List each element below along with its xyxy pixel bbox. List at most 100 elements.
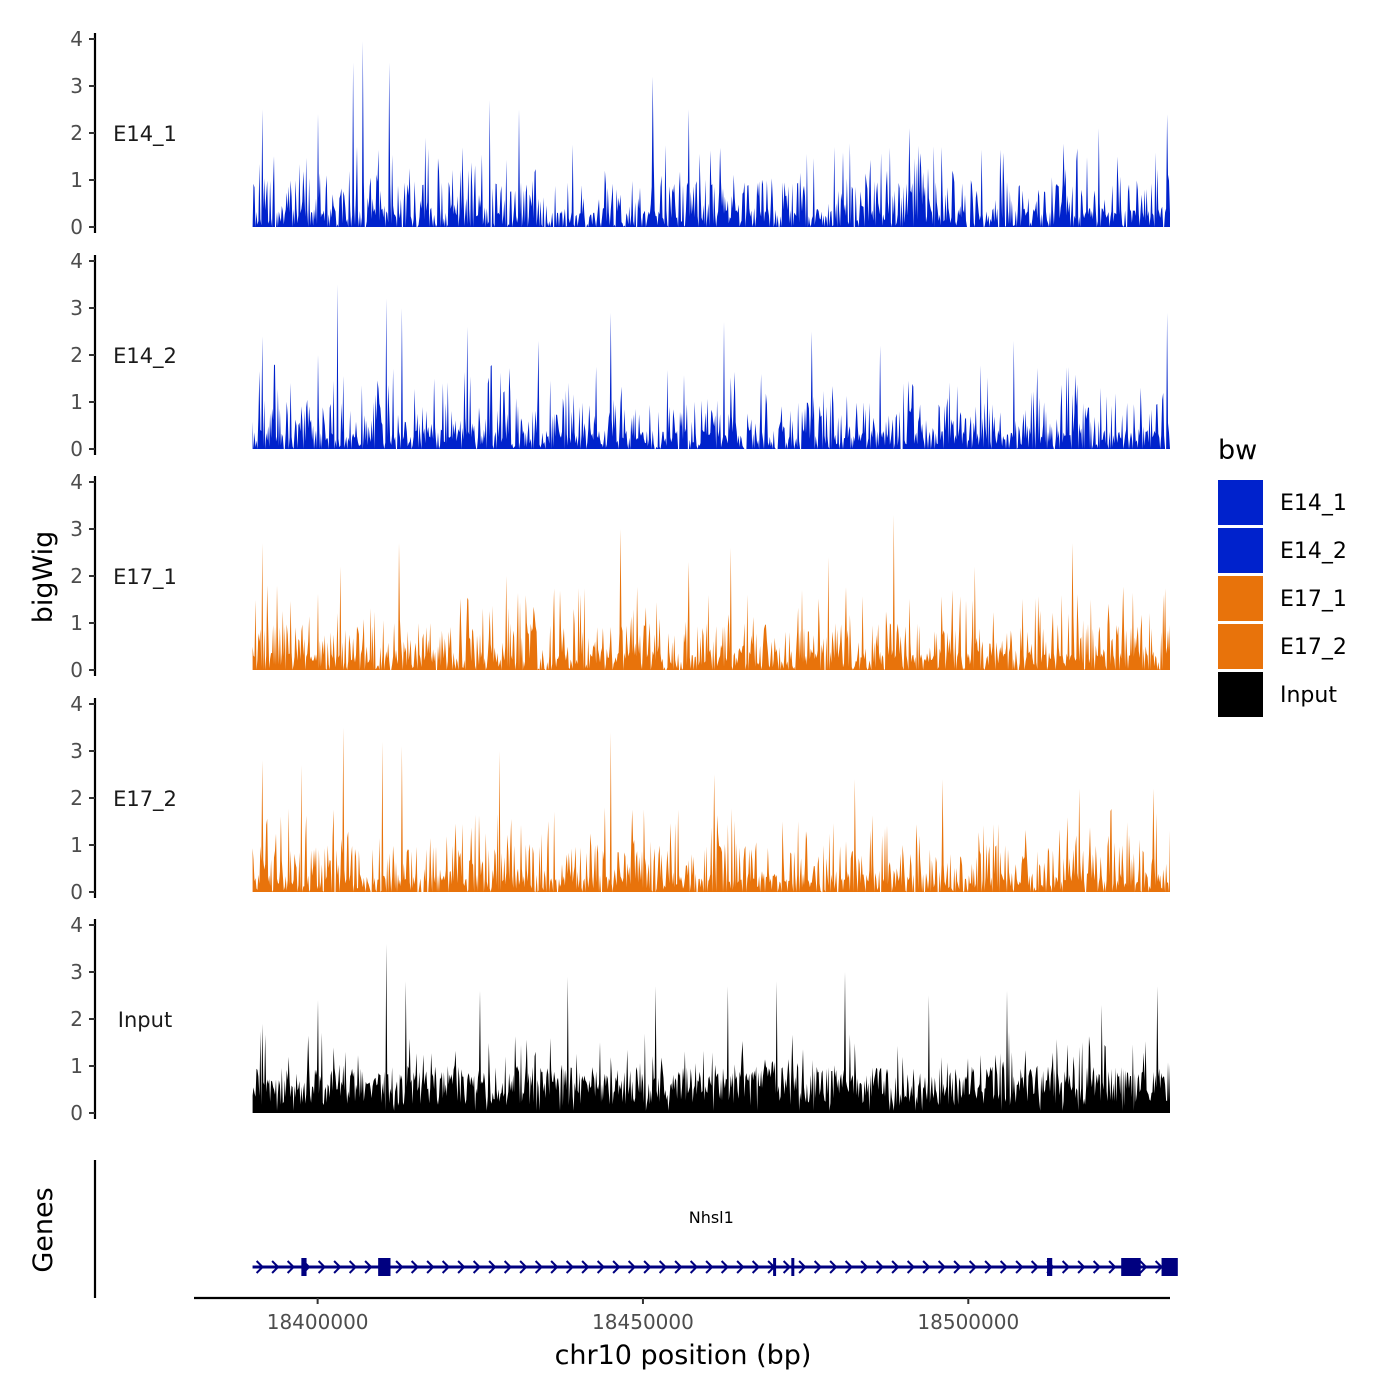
strand-arrow-icon [1030, 1260, 1040, 1274]
strand-arrow-icon [875, 1260, 885, 1274]
legend-swatch-Input [1218, 672, 1263, 717]
strand-arrow-icon [1139, 1260, 1148, 1274]
y-tick-label: 1 [70, 390, 83, 414]
panel-E14_1: 0 1 2 3 4 E14_1 [70, 27, 1171, 239]
y-tick-label: 1 [70, 833, 83, 857]
track-label-E14_2: E14_2 [113, 344, 177, 369]
strand-arrow-icon [395, 1260, 404, 1274]
y-tick-label: 4 [70, 692, 83, 716]
genes-track-title: Genes [28, 1187, 59, 1272]
exon [1121, 1258, 1141, 1276]
strand-arrow-icon [751, 1260, 761, 1274]
y-tick-label: 2 [70, 121, 83, 145]
y-tick-label: 0 [70, 658, 83, 682]
signal-area-E17_2 [252, 727, 1171, 892]
y-tick-label: 3 [70, 296, 83, 320]
exon [1047, 1258, 1053, 1276]
legend-swatch-E17_2 [1218, 624, 1263, 669]
y-tick-label: 1 [70, 611, 83, 635]
legend-swatch-E17_1 [1218, 576, 1263, 621]
x-axis: 18400000 18450000 18500000 [194, 1296, 1170, 1334]
legend-swatch-E14_1 [1218, 480, 1263, 525]
gene-label: Nhsl1 [689, 1208, 734, 1227]
strand-arrow-icon [472, 1260, 482, 1274]
strand-arrow-icon [333, 1260, 342, 1274]
panel-Input: 0 1 2 3 4 Input [70, 913, 1171, 1125]
gene-track: Nhsl1 [93, 1160, 1178, 1298]
strand-arrow-icon [1108, 1260, 1117, 1274]
panel-E17_1: 0 1 2 3 4 E17_1 [70, 470, 1171, 682]
strand-arrow-icon [658, 1260, 668, 1274]
exon [378, 1258, 391, 1276]
strand-arrow-icon [937, 1260, 947, 1274]
legend-swatch-E14_2 [1218, 528, 1263, 573]
y-tick-label: 4 [70, 913, 83, 937]
signal-area-Input [252, 943, 1171, 1113]
legend: bw E14_1 E14_2 E17_1 E17_2 Input [1218, 435, 1347, 717]
strand-arrow-icon [1061, 1260, 1071, 1274]
track-label-E17_2: E17_2 [113, 787, 177, 812]
strand-arrow-icon [596, 1260, 606, 1274]
strand-arrow-icon [271, 1260, 280, 1274]
strand-arrow-icon [984, 1260, 993, 1274]
strand-arrow-icon [968, 1260, 978, 1274]
strand-arrow-icon [844, 1260, 854, 1274]
strand-arrow-icon [534, 1260, 544, 1274]
strand-arrow-icon [813, 1260, 823, 1274]
signal-area-E14_2 [252, 284, 1171, 449]
track-label-E14_1: E14_1 [113, 122, 177, 147]
strand-arrow-icon [906, 1260, 916, 1274]
strand-arrow-icon [705, 1260, 714, 1274]
strand-arrow-icon [953, 1260, 962, 1274]
strand-arrow-icon [317, 1260, 327, 1274]
y-tick-label: 4 [70, 470, 83, 494]
legend-label-E14_1: E14_1 [1280, 491, 1347, 516]
legend-label-E14_2: E14_2 [1280, 539, 1347, 564]
strand-arrow-icon [999, 1260, 1009, 1274]
strand-arrow-icon [829, 1260, 838, 1274]
exon [791, 1258, 795, 1276]
strand-arrow-icon [891, 1260, 900, 1274]
strand-arrow-icon [348, 1260, 358, 1274]
strand-arrow-icon [286, 1260, 296, 1274]
strand-arrow-icon [441, 1260, 451, 1274]
signal-area-E14_1 [252, 41, 1171, 227]
strand-arrow-icon [782, 1260, 792, 1274]
strand-arrow-icon [364, 1260, 373, 1274]
strand-arrow-icon [581, 1260, 590, 1274]
x-tick-label: 18500000 [917, 1310, 1019, 1334]
legend-label-E17_1: E17_1 [1280, 587, 1347, 612]
signal-panels: 0 1 2 3 4 E14_1 0 1 2 3 4 E14_2 0 1 2 3 4 E17_1 0 1 2 3 4 E17_2… [70, 27, 1171, 1125]
strand-arrow-icon [255, 1260, 265, 1274]
y-tick-label: 3 [70, 960, 83, 984]
strand-arrow-icon [503, 1260, 513, 1274]
legend-title: bw [1218, 435, 1257, 466]
y-tick-label: 1 [70, 168, 83, 192]
y-tick-label: 0 [70, 880, 83, 904]
y-tick-label: 2 [70, 1007, 83, 1031]
panel-E17_2: 0 1 2 3 4 E17_2 [70, 692, 1171, 904]
strand-arrow-icon [627, 1260, 637, 1274]
exon [301, 1258, 307, 1276]
strand-arrow-icon [519, 1260, 528, 1274]
strand-arrow-icon [457, 1260, 466, 1274]
strand-arrow-icon [860, 1260, 869, 1274]
strand-arrow-icon [689, 1260, 699, 1274]
strand-arrow-icon [612, 1260, 621, 1274]
x-axis-title: chr10 position (bp) [555, 1340, 812, 1371]
track-label-Input: Input [118, 1008, 172, 1032]
legend-label-Input: Input [1280, 683, 1337, 708]
strand-arrow-icon [550, 1260, 559, 1274]
strand-arrow-icon [1077, 1260, 1086, 1274]
y-tick-label: 0 [70, 215, 83, 239]
x-tick-label: 18450000 [592, 1310, 694, 1334]
y-tick-label: 0 [70, 437, 83, 461]
panel-E14_2: 0 1 2 3 4 E14_2 [70, 249, 1171, 461]
y-tick-label: 4 [70, 27, 83, 51]
signal-area-E17_1 [252, 514, 1171, 670]
strand-arrow-icon [488, 1260, 497, 1274]
strand-arrow-icon [1015, 1260, 1024, 1274]
strand-arrow-icon [426, 1260, 435, 1274]
